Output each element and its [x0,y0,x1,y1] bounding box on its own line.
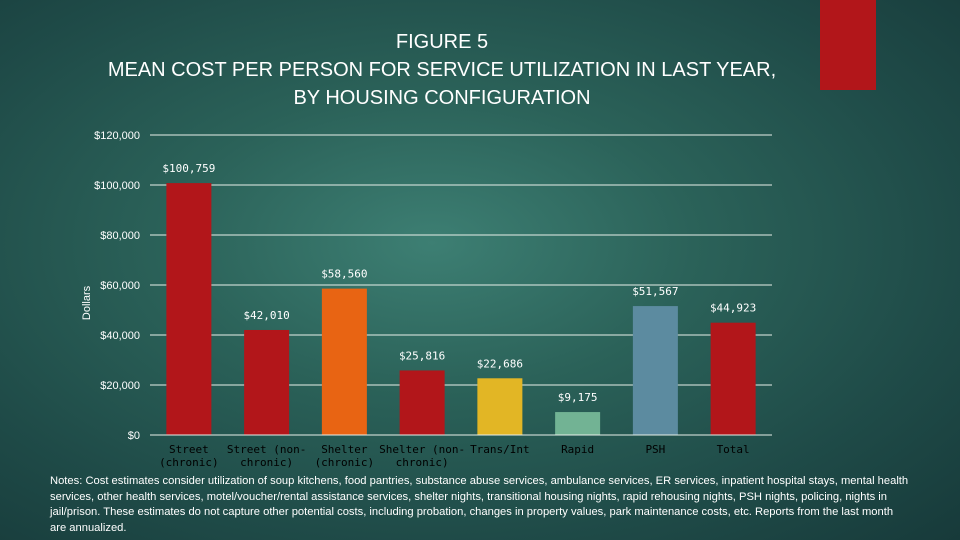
bar [555,412,601,435]
x-tick-label: Street (chronic) [159,443,219,469]
bar [399,370,445,435]
y-tick-label: $120,000 [94,130,140,142]
bar [632,306,678,435]
y-tick-label: $0 [128,430,140,442]
red-accent-bar [820,0,876,90]
x-tick-label: Street (non-chronic) [227,443,306,469]
y-tick-label: $80,000 [100,230,140,242]
data-label: $25,816 [399,349,445,362]
bar [710,322,756,435]
y-tick-label: $20,000 [100,380,140,392]
data-label: $100,759 [162,162,215,175]
bar [321,288,367,435]
y-axis-label: Dollars [81,285,93,320]
x-tick-label: Rapid [561,443,594,456]
y-tick-label: $100,000 [94,180,140,192]
bar [244,329,290,435]
x-tick-label: Trans/Int [470,443,530,456]
data-label: $44,923 [710,302,756,315]
title-line: FIGURE 5 [395,31,489,53]
data-label: $58,560 [321,268,367,281]
bar [166,183,212,435]
data-label: $22,686 [477,357,523,370]
data-label: $9,175 [558,391,598,404]
x-tick-label: PSH [645,443,665,456]
y-tick-label: $40,000 [100,330,140,342]
chart-notes: Notes: Cost estimates consider utilizati… [50,475,909,534]
bar [477,378,523,435]
page-title: FIGURE 5 MEAN COST PER PERSON FOR SERVIC… [0,28,884,112]
title-line: MEAN COST PER PERSON FOR SERVICE UTILIZA… [107,59,777,81]
title-line: BY HOUSING CONFIGURATION [293,87,591,109]
data-label: $42,010 [243,309,289,322]
data-label: $51,567 [632,285,678,298]
x-tick-label: Shelter (chronic) [315,443,375,469]
x-tick-label: Total [717,443,750,456]
y-tick-label: $60,000 [100,280,140,292]
x-tick-label: Shelter (non-chronic) [379,443,465,469]
